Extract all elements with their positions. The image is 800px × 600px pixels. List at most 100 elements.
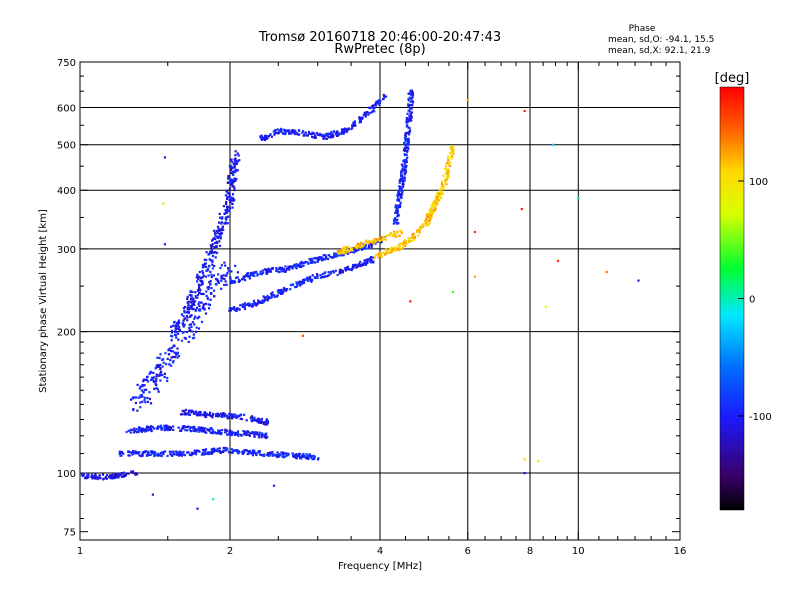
data-point xyxy=(444,177,447,180)
data-point xyxy=(186,307,189,311)
data-point xyxy=(209,451,212,454)
data-point xyxy=(191,308,194,311)
data-point xyxy=(410,111,413,114)
data-point xyxy=(346,268,349,271)
data-point xyxy=(244,303,247,306)
data-point xyxy=(439,190,442,193)
data-point xyxy=(270,292,273,295)
data-point xyxy=(292,265,295,268)
data-point xyxy=(210,431,213,434)
data-point xyxy=(144,428,147,431)
data-point xyxy=(301,454,304,457)
data-point xyxy=(206,296,209,299)
stats-line-x: mean, sd,X: 92.1, 21.9 xyxy=(608,46,711,56)
data-point xyxy=(317,133,320,136)
data-point xyxy=(396,218,399,221)
x-axis-ticks: 1 2 4 6 8 10 16 xyxy=(77,62,686,557)
data-point xyxy=(275,269,278,272)
data-point xyxy=(90,475,93,478)
data-point xyxy=(327,136,330,139)
data-point xyxy=(278,271,281,274)
data-point xyxy=(227,205,230,208)
data-point xyxy=(208,252,211,255)
data-point xyxy=(218,244,222,247)
data-point xyxy=(102,478,105,481)
data-point xyxy=(407,118,411,121)
data-point xyxy=(143,451,146,454)
data-point xyxy=(154,382,157,385)
data-point xyxy=(407,109,410,112)
data-point xyxy=(203,452,206,455)
data-point xyxy=(237,451,240,454)
data-point xyxy=(250,416,253,419)
data-point xyxy=(295,132,298,135)
data-point xyxy=(357,248,360,252)
data-point xyxy=(439,192,442,195)
data-point xyxy=(254,301,257,305)
data-point xyxy=(112,473,115,476)
data-point xyxy=(231,193,235,196)
data-point xyxy=(254,452,258,455)
data-point xyxy=(218,447,221,450)
data-point xyxy=(282,268,285,271)
data-point xyxy=(166,376,169,380)
data-point xyxy=(406,118,409,121)
data-point xyxy=(201,276,204,279)
data-point xyxy=(387,250,390,254)
data-point xyxy=(340,132,343,135)
data-point xyxy=(233,309,236,312)
data-point xyxy=(270,452,273,455)
data-point xyxy=(270,296,273,299)
data-point xyxy=(225,189,228,192)
data-point xyxy=(405,159,408,162)
data-point xyxy=(237,414,240,417)
data-point xyxy=(281,452,284,455)
data-point xyxy=(216,225,220,228)
data-point xyxy=(155,384,158,387)
data-point xyxy=(365,241,368,244)
data-point xyxy=(219,236,222,239)
data-point xyxy=(198,292,201,295)
data-point xyxy=(188,307,191,311)
data-point xyxy=(407,103,410,106)
data-point xyxy=(450,147,453,150)
data-point xyxy=(258,434,261,437)
data-point xyxy=(142,380,145,383)
data-point xyxy=(224,413,227,416)
data-point xyxy=(224,222,227,225)
data-point xyxy=(155,373,158,376)
data-point xyxy=(192,297,195,300)
data-point xyxy=(275,131,278,134)
data-point xyxy=(357,263,360,266)
data-point xyxy=(408,130,411,133)
data-point xyxy=(265,135,268,138)
data-point xyxy=(200,283,203,286)
data-point xyxy=(170,339,173,342)
data-point xyxy=(157,454,161,457)
data-point xyxy=(106,474,109,477)
data-point xyxy=(351,126,354,129)
data-point xyxy=(282,288,286,291)
data-point xyxy=(319,256,322,259)
data-point xyxy=(200,320,204,323)
data-point xyxy=(163,156,166,159)
data-point xyxy=(223,414,226,417)
data-point xyxy=(307,130,310,134)
data-point xyxy=(214,449,217,452)
data-point xyxy=(230,282,233,285)
y-tick-label: 500 xyxy=(57,141,76,152)
data-point xyxy=(187,340,190,343)
data-point xyxy=(235,308,238,311)
data-point xyxy=(370,246,373,249)
data-point xyxy=(349,249,352,252)
data-point xyxy=(207,453,210,456)
data-point xyxy=(187,413,191,416)
data-point xyxy=(209,298,212,301)
data-point xyxy=(153,454,156,458)
data-point xyxy=(195,326,198,329)
data-point xyxy=(234,160,237,163)
data-point xyxy=(406,146,409,149)
data-point xyxy=(422,225,425,228)
data-point xyxy=(252,450,255,453)
data-point xyxy=(237,280,240,283)
